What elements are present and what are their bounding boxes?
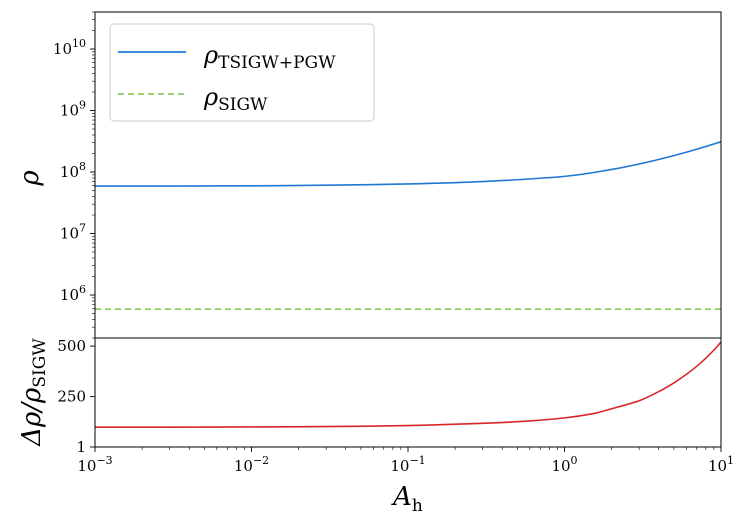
series-line-ratio [94,341,722,428]
top-ytick-label: 108 [60,160,86,181]
legend-label-tsigw-pgw: ρTSIGW+PGW [203,41,336,73]
bottom-ytick-label: 500 [57,337,86,355]
legend: ρTSIGW+PGW ρSIGW [109,23,375,122]
top-ytick-label: 107 [60,222,86,243]
bottom-panel: 1 250 500 10−3 10−2 10−1 100 101 Δρ/ρSIGW Ah [17,337,734,516]
bottom-yticks: 1 250 500 [57,337,95,456]
top-yticks: 106 107 108 109 1010 [53,11,95,339]
top-ytick-label: 1010 [53,37,86,58]
bottom-xtick-label: 101 [708,454,734,475]
legend-label-sigw: ρSIGW [203,83,268,115]
top-series-layer [94,141,722,310]
bottom-axes-frame [94,337,722,448]
bottom-xtick-label: 100 [551,454,577,475]
bottom-ylabel: Δρ/ρSIGW [17,338,50,447]
bottom-xtick-label: 10−1 [390,454,425,475]
bottom-series-layer [94,341,722,428]
top-ylabel: ρ [15,170,45,187]
legend-box [109,23,375,122]
bottom-ytick-label: 1 [76,438,86,456]
bottom-xlabel: Ah [391,482,423,516]
bottom-xticks: 10−3 10−2 10−1 100 101 [77,447,734,475]
top-ytick-label: 106 [60,283,86,304]
bottom-xtick-label: 10−2 [234,454,269,475]
top-ytick-label: 109 [60,99,86,120]
bottom-ytick-label: 250 [57,388,86,406]
top-panel: 106 107 108 109 1010 ρ ρTSIGW+PGW ρSIGW [15,11,722,339]
bottom-xtick-label: 10−3 [77,454,112,475]
series-line-tsigw-pgw [94,141,722,187]
